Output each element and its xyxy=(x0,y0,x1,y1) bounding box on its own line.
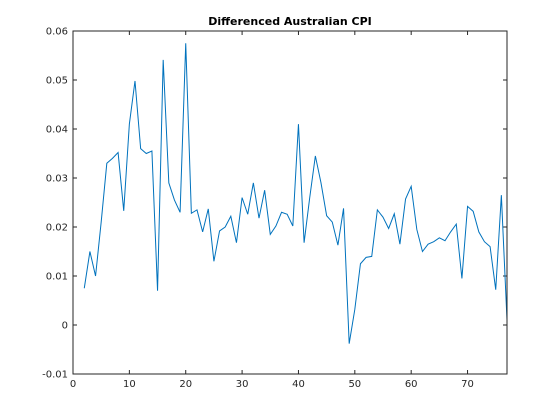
y-tick-label: 0.05 xyxy=(46,76,68,87)
y-tick-label: 0.01 xyxy=(46,272,68,283)
x-tick-label: 10 xyxy=(123,379,136,390)
chart-title: Differenced Australian CPI xyxy=(208,15,372,28)
y-tick-label: 0.04 xyxy=(46,125,68,136)
x-tick-label: 20 xyxy=(179,379,192,390)
x-tick-label: 0 xyxy=(70,379,76,390)
y-tick-label: 0.03 xyxy=(46,174,68,185)
x-tick-label: 40 xyxy=(292,379,305,390)
y-tick-label: -0.01 xyxy=(42,370,68,381)
y-tick-label: 0.02 xyxy=(46,223,68,234)
y-axis-ticks: -0.01 0 0.01 0.02 0.03 0.04 0.05 0.06 xyxy=(42,27,507,381)
series-line-cpi xyxy=(83,43,508,344)
x-axis-ticks: 0 10 20 30 40 50 60 70 xyxy=(70,31,474,390)
x-tick-label: 50 xyxy=(348,379,361,390)
y-tick-label: 0 xyxy=(62,321,68,332)
x-tick-label: 30 xyxy=(236,379,249,390)
plot-area xyxy=(73,31,507,374)
y-tick-label: 0.06 xyxy=(46,27,68,38)
axes-box xyxy=(72,30,508,375)
x-tick-label: 70 xyxy=(461,379,474,390)
x-tick-label: 60 xyxy=(405,379,418,390)
